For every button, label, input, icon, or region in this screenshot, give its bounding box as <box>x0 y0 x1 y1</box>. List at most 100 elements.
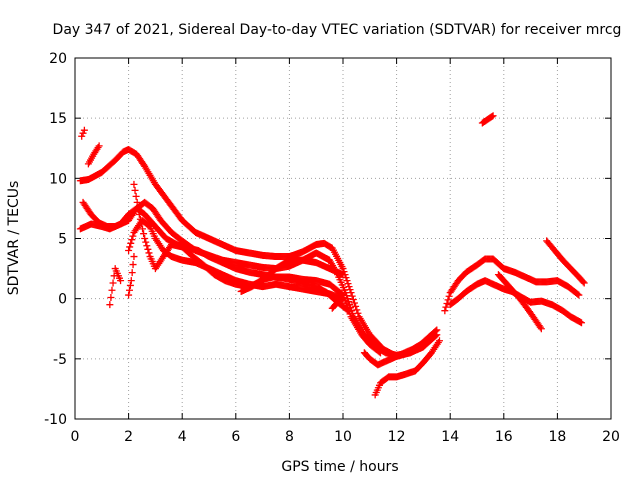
data-point <box>580 279 588 287</box>
data-point <box>95 142 103 150</box>
series-track-p <box>106 265 125 309</box>
data-points <box>76 112 588 399</box>
y-axis-tick-labels: -10 -5 0 5 10 15 20 <box>44 51 67 428</box>
data-point <box>127 239 135 247</box>
y-tick-label: -5 <box>53 352 67 368</box>
data-point <box>343 306 351 314</box>
data-point <box>130 253 138 261</box>
data-point <box>139 225 147 233</box>
data-point <box>537 325 545 333</box>
data-point <box>143 242 151 250</box>
y-axis-label: SDTVAR / TECUs <box>6 181 22 296</box>
series-track-r <box>328 295 347 312</box>
series-track-i <box>441 255 583 315</box>
data-point <box>360 349 368 357</box>
data-point <box>342 274 350 282</box>
data-point <box>132 192 140 200</box>
x-tick-label: 12 <box>388 429 406 445</box>
series-track-a <box>76 145 441 360</box>
data-point <box>136 215 144 223</box>
data-point <box>135 210 143 218</box>
series-track-l <box>543 237 588 287</box>
y-tick-label: 5 <box>58 232 67 248</box>
data-point <box>130 180 138 188</box>
y-tick-label: 10 <box>49 171 67 187</box>
data-point <box>127 277 135 285</box>
x-tick-label: 18 <box>548 429 566 445</box>
y-tick-label: 20 <box>49 51 67 67</box>
data-point <box>339 271 347 279</box>
x-tick-label: 20 <box>602 429 620 445</box>
data-point <box>125 247 133 255</box>
data-point <box>349 296 357 304</box>
data-point <box>375 348 383 356</box>
data-point <box>350 299 358 307</box>
data-point <box>78 132 86 140</box>
data-point <box>435 337 443 345</box>
x-tick-label: 8 <box>285 429 294 445</box>
data-point <box>106 301 114 309</box>
axis-ticks <box>74 57 612 420</box>
data-point <box>445 292 453 300</box>
data-point <box>133 198 141 206</box>
data-point <box>129 261 137 269</box>
y-tick-label: 15 <box>49 111 67 127</box>
data-point <box>536 323 544 331</box>
data-point <box>107 293 115 301</box>
x-axis-label: GPS time / hours <box>281 459 398 475</box>
data-point <box>80 126 88 134</box>
series-track-g <box>360 326 441 369</box>
data-point <box>137 220 145 228</box>
data-point <box>128 269 136 277</box>
series-track-k <box>494 271 545 333</box>
x-tick-label: 0 <box>71 429 80 445</box>
series-track-o <box>84 142 103 168</box>
data-point <box>353 306 361 314</box>
data-point <box>578 319 586 327</box>
data-point <box>125 291 133 299</box>
data-point <box>575 291 583 299</box>
data-point <box>444 296 452 304</box>
data-point <box>109 279 117 287</box>
x-tick-label: 4 <box>178 429 187 445</box>
data-point <box>579 278 587 286</box>
x-tick-label: 16 <box>495 429 513 445</box>
data-point <box>343 277 351 285</box>
series-track-q <box>125 253 138 299</box>
data-point <box>79 129 87 137</box>
data-point <box>574 290 582 298</box>
series-track-m <box>478 112 497 127</box>
x-tick-label: 6 <box>231 429 240 445</box>
x-tick-label: 2 <box>124 429 133 445</box>
data-point <box>128 236 136 244</box>
data-point <box>339 265 347 273</box>
series-track-s <box>360 349 368 357</box>
data-point <box>344 307 352 315</box>
data-point <box>145 249 153 257</box>
data-point <box>441 307 449 315</box>
data-point <box>345 283 353 291</box>
data-point <box>108 286 116 294</box>
data-point <box>131 186 139 194</box>
data-point <box>488 112 496 120</box>
x-tick-label: 14 <box>441 429 459 445</box>
data-point <box>142 238 150 246</box>
data-point <box>377 349 385 357</box>
chart-title: Day 347 of 2021, Sidereal Day-to-day VTE… <box>53 22 622 38</box>
data-point <box>129 232 137 240</box>
data-point <box>144 245 152 253</box>
y-tick-label: -10 <box>44 412 67 428</box>
data-point <box>141 235 149 242</box>
data-point <box>432 327 440 335</box>
data-point <box>338 295 346 303</box>
data-point <box>125 286 133 294</box>
data-point <box>339 295 347 303</box>
data-point <box>134 204 142 212</box>
data-point <box>352 302 360 310</box>
data-point <box>344 280 352 288</box>
y-tick-label: 0 <box>58 292 67 308</box>
data-point <box>433 326 441 334</box>
x-axis-tick-labels: 0 2 4 6 8 10 12 14 16 18 20 <box>71 429 620 445</box>
series-track-h <box>371 337 443 399</box>
